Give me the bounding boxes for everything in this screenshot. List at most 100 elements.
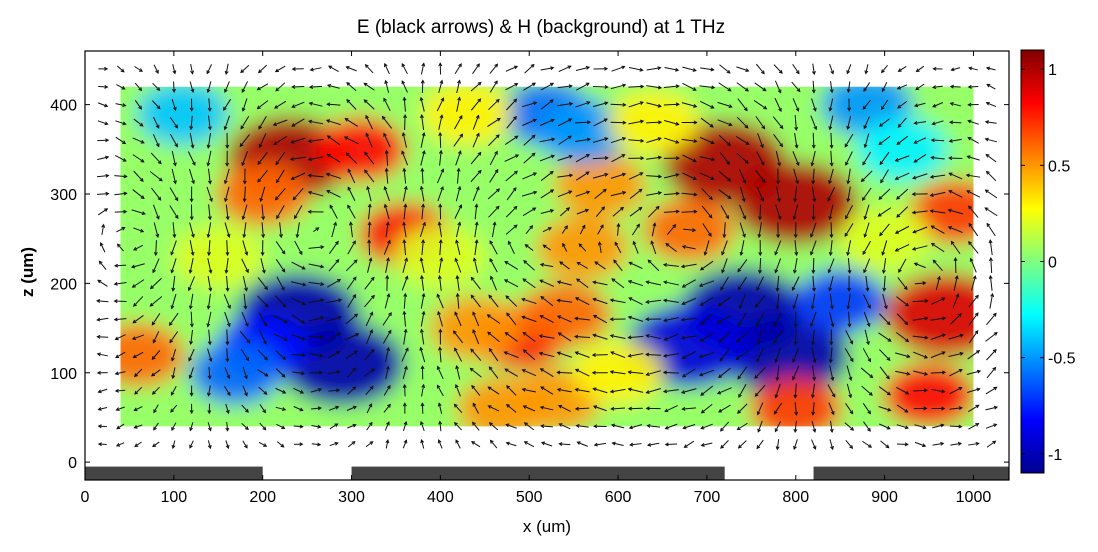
e-field-arrow	[189, 204, 194, 221]
e-field-arrow	[737, 98, 748, 112]
e-field-arrow	[438, 149, 443, 166]
e-field-arrow	[862, 440, 873, 448]
e-field-arrow	[912, 226, 928, 234]
e-field-arrow	[863, 421, 871, 432]
e-field-arrow	[367, 203, 372, 220]
e-field-arrow	[646, 174, 663, 179]
e-field-arrow	[793, 311, 798, 328]
e-field-arrow	[811, 132, 816, 149]
e-field-arrow	[647, 259, 660, 272]
e-field-arrow	[470, 151, 482, 165]
e-field-arrow	[557, 190, 573, 198]
e-field-arrow	[438, 328, 443, 345]
e-field-arrow	[645, 334, 662, 340]
e-field-arrow	[383, 132, 391, 148]
e-field-arrow	[627, 335, 644, 340]
e-field-arrow	[949, 102, 961, 107]
e-field-arrow	[828, 240, 833, 257]
e-field-arrow	[241, 258, 249, 274]
e-field-arrow	[985, 101, 997, 108]
e-field-arrow	[575, 423, 589, 428]
e-field-arrow	[863, 133, 870, 149]
e-field-arrow	[754, 295, 766, 308]
e-field-arrow	[225, 348, 230, 363]
e-field-arrow	[913, 154, 927, 163]
e-field-arrow	[611, 65, 626, 72]
e-field-arrow	[681, 244, 696, 250]
e-field-arrow	[753, 100, 768, 110]
e-field-arrow	[965, 173, 981, 178]
e-field-arrow	[275, 368, 286, 378]
e-field-arrow	[522, 349, 536, 361]
e-field-arrow	[345, 152, 358, 164]
e-field-arrow	[523, 134, 536, 146]
e-field-arrow	[811, 63, 816, 76]
e-field-arrow	[96, 317, 109, 322]
e-field-arrow	[597, 241, 602, 254]
e-field-arrow	[189, 329, 194, 346]
e-field-arrow	[882, 275, 887, 292]
x-axis-label: x (um)	[523, 517, 571, 536]
e-field-arrow	[523, 441, 535, 448]
e-field-arrow	[774, 421, 782, 433]
e-field-arrow	[365, 329, 374, 345]
e-field-arrow	[540, 66, 555, 71]
e-field-arrow	[574, 297, 590, 306]
e-field-arrow	[523, 152, 536, 164]
e-field-arrow	[646, 137, 662, 143]
x-tick-label: 800	[782, 489, 809, 506]
e-field-arrow	[224, 222, 231, 238]
e-field-arrow	[616, 222, 621, 236]
e-field-arrow	[523, 82, 537, 91]
e-field-arrow	[540, 170, 554, 182]
e-field-arrow	[984, 207, 998, 217]
e-field-arrow	[455, 292, 460, 309]
e-field-arrow	[592, 156, 609, 160]
e-field-arrow	[402, 221, 407, 238]
e-field-arrow	[627, 387, 644, 393]
e-field-arrow	[793, 439, 798, 451]
e-field-arrow	[491, 221, 497, 238]
e-field-arrow	[171, 422, 177, 431]
e-field-arrow	[949, 424, 963, 429]
e-field-arrow	[632, 240, 639, 254]
e-field-arrow	[134, 66, 144, 72]
e-field-arrow	[646, 66, 662, 71]
e-field-arrow	[385, 257, 390, 273]
e-field-arrow	[114, 334, 126, 341]
e-field-arrow	[436, 97, 445, 112]
e-field-arrow	[307, 156, 324, 162]
e-field-arrow	[556, 280, 572, 286]
e-field-arrow	[628, 297, 643, 305]
e-field-arrow	[96, 334, 109, 339]
e-field-arrow	[152, 441, 160, 448]
e-field-arrow	[827, 258, 835, 274]
e-field-arrow	[225, 132, 230, 149]
e-field-arrow	[366, 185, 372, 202]
e-field-arrow	[454, 115, 463, 130]
e-field-arrow	[791, 276, 800, 292]
e-field-arrow	[291, 66, 304, 71]
e-field-arrow	[453, 403, 463, 413]
e-field-arrow	[489, 168, 499, 183]
e-field-arrow	[151, 386, 160, 395]
e-field-arrow	[402, 239, 407, 256]
e-field-arrow	[628, 261, 643, 270]
e-field-arrow	[259, 422, 267, 431]
e-field-arrow	[294, 205, 303, 220]
e-field-arrow	[792, 98, 800, 112]
e-field-arrow	[811, 204, 816, 221]
e-field-arrow	[774, 240, 782, 256]
heatmap-blob	[394, 224, 487, 289]
colorbar-tick-label: -0.5	[1048, 351, 1076, 368]
e-field-arrow	[99, 242, 106, 253]
e-field-arrow	[326, 190, 341, 198]
e-field-arrow	[576, 208, 590, 215]
e-field-arrow	[913, 121, 927, 125]
e-field-arrow	[524, 63, 535, 74]
e-field-arrow	[189, 186, 194, 203]
e-field-arrow	[455, 274, 460, 291]
e-field-arrow	[860, 170, 873, 183]
e-field-arrow	[558, 423, 571, 430]
e-field-arrow	[347, 204, 356, 219]
